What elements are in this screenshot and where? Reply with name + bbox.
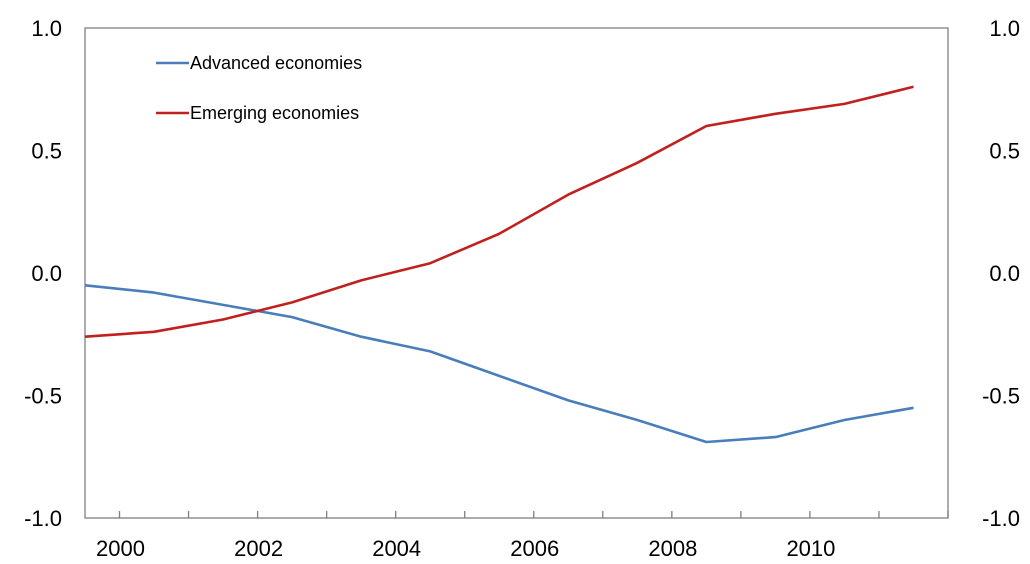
series-lines [84,85,914,444]
x-tick-label: 2002 [234,536,283,561]
y-tick-label-left: -1.0 [24,506,62,531]
series-line-advanced-economies [84,284,914,444]
legend-label-emerging-economies: Emerging economies [190,103,359,123]
y-tick-label-right: 1.0 [989,16,1020,41]
y-tick-label-left: 0.5 [31,139,62,164]
y-axis-left-labels: 1.0 0.5 0.0 -0.5 -1.0 [24,16,62,531]
y-tick-label-right: 0.0 [989,261,1020,286]
y-axis-right-labels: 1.0 0.5 0.0 -0.5 -1.0 [982,16,1020,531]
x-tick-label: 2008 [648,536,697,561]
x-tick-label: 2006 [510,536,559,561]
y-tick-label-right: -1.0 [982,506,1020,531]
y-tick-label-right: -0.5 [982,384,1020,409]
legend-label-advanced-economies: Advanced economies [190,53,362,73]
series-line-emerging-economies [84,85,914,338]
x-tick-label: 2010 [786,536,835,561]
y-tick-label-right: 0.5 [989,139,1020,164]
plot-border [84,27,949,519]
x-axis-ticks [118,511,949,518]
x-tick-label: 2000 [96,536,145,561]
y-tick-label-left: -0.5 [24,384,62,409]
y-tick-label-left: 0.0 [31,261,62,286]
legend: Advanced economies Emerging economies [156,53,362,123]
plot-area [84,27,949,519]
x-tick-label: 2004 [372,536,421,561]
y-tick-label-left: 1.0 [31,16,62,41]
x-axis-labels: 2000 2002 2004 2006 2008 2010 [96,536,835,561]
